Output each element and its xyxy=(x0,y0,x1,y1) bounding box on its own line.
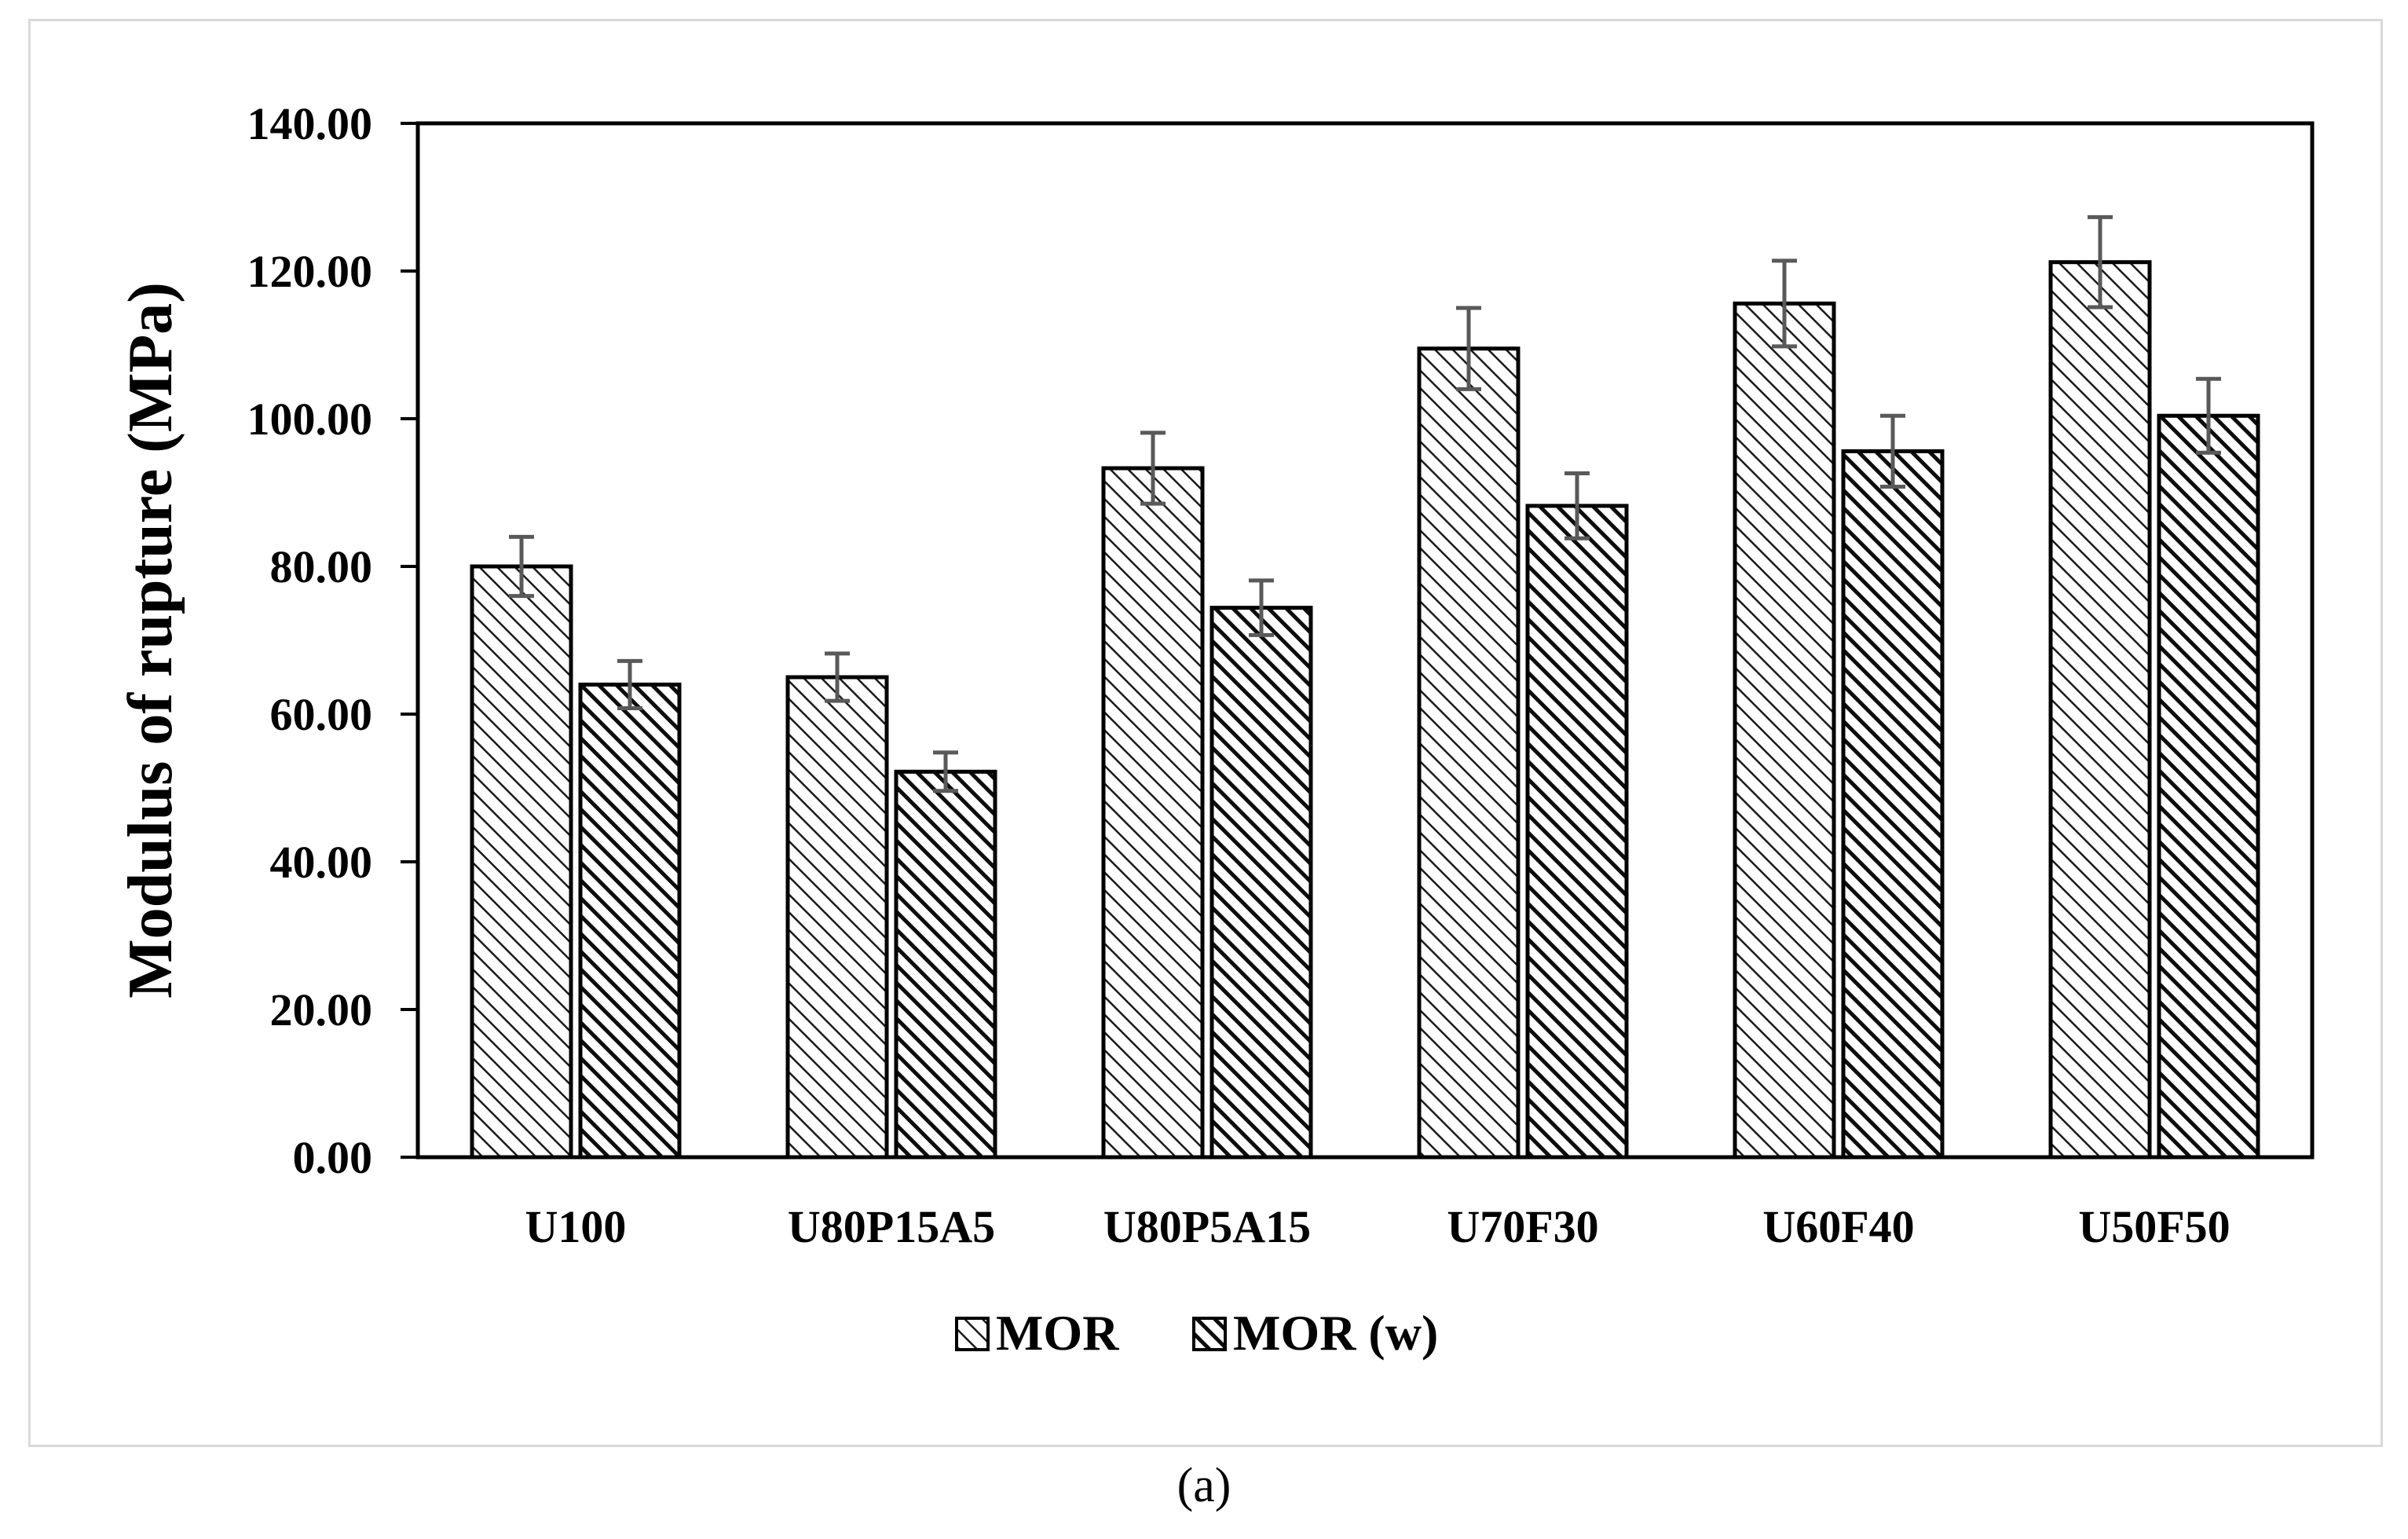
error-bar xyxy=(2088,214,2113,310)
y-tick-label: 60.00 xyxy=(270,689,373,740)
x-axis-ticks: U100 U80P15A5 U80P5A15 U70F30 U60F40 U50F50 xyxy=(525,1201,2231,1252)
bar-mor-w-u80p5a15 xyxy=(1209,606,1313,1160)
x-tick-label: U60F40 xyxy=(1762,1201,1914,1252)
legend-swatch-mor-w xyxy=(1192,1317,1227,1351)
x-tick-label: U80P15A5 xyxy=(788,1201,995,1252)
legend: MOR MOR (w) xyxy=(955,1305,1438,1361)
legend-label-mor: MOR xyxy=(996,1305,1119,1361)
bar-mor-w-u70f30 xyxy=(1525,504,1629,1160)
error-bar xyxy=(1880,413,1905,489)
y-tick-label: 0.00 xyxy=(293,1132,373,1183)
y-tick-label: 40.00 xyxy=(270,837,373,888)
x-tick-label: U80P5A15 xyxy=(1103,1201,1311,1252)
bar-mor-w-u60f40 xyxy=(1841,449,1945,1160)
error-bar xyxy=(617,658,642,710)
bar-mor-w-u50f50 xyxy=(2157,413,2260,1160)
bar-mor-w-u100 xyxy=(578,682,682,1160)
bar-mor-u80p15a5 xyxy=(785,675,889,1160)
error-bar xyxy=(1772,258,1797,349)
x-tick-label: U50F50 xyxy=(2078,1201,2230,1252)
legend-label-mor-w: MOR (w) xyxy=(1233,1305,1438,1361)
figure-caption: (a) xyxy=(1177,1459,1231,1512)
x-tick-label: U70F30 xyxy=(1447,1201,1598,1252)
y-tick-label: 20.00 xyxy=(270,984,373,1035)
error-bar xyxy=(825,651,850,703)
legend-swatch-mor xyxy=(955,1317,990,1351)
y-tick-label: 120.00 xyxy=(247,246,373,297)
plot-area xyxy=(415,121,2315,1160)
error-bar xyxy=(1140,431,1166,506)
bar-mor-u100 xyxy=(470,564,573,1160)
y-axis-ticks: 0.00 20.00 40.00 60.00 80.00 100.00 120.00 140.… xyxy=(247,98,418,1183)
y-tick-label: 140.00 xyxy=(247,98,373,149)
error-bar xyxy=(1564,471,1590,540)
chart-frame xyxy=(28,19,2383,1447)
error-bars-group xyxy=(509,214,2221,793)
bar-mor-u60f40 xyxy=(1733,301,1836,1160)
y-tick-label: 80.00 xyxy=(270,541,373,592)
y-axis-title: Modulus of rupture (MPa) xyxy=(116,282,185,999)
bar-mor-u80p5a15 xyxy=(1101,466,1205,1160)
error-bar xyxy=(1456,306,1481,391)
x-tick-label: U100 xyxy=(525,1201,627,1252)
bar-mor-w-u80p15a5 xyxy=(894,769,997,1160)
error-bar xyxy=(2196,376,2221,455)
y-tick-label: 100.00 xyxy=(247,394,373,445)
error-bar xyxy=(509,534,534,599)
bar-mor-u70f30 xyxy=(1417,346,1521,1160)
bar-mor-u50f50 xyxy=(2048,260,2152,1160)
error-bar xyxy=(1249,578,1274,637)
error-bar xyxy=(933,750,958,793)
bars-group xyxy=(470,260,2260,1160)
